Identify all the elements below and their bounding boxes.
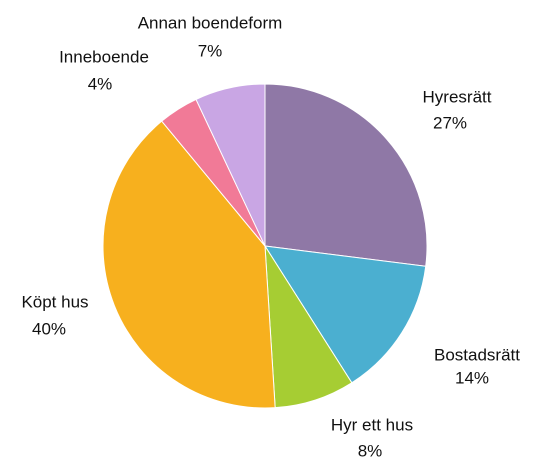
slice-label: Bostadsrätt xyxy=(434,345,520,364)
slice-value-label: 40% xyxy=(32,319,66,338)
slice-label: Inneboende xyxy=(59,47,149,66)
slice-value-label: 7% xyxy=(198,41,223,60)
slice-label: Annan boendeform xyxy=(138,13,283,32)
slice-value-label: 14% xyxy=(455,368,489,387)
slice-label: Hyresrätt xyxy=(423,87,492,106)
slice-value-label: 8% xyxy=(358,441,383,459)
pie-slice xyxy=(195,83,266,247)
slice-label: Hyr ett hus xyxy=(331,415,413,434)
pie-slice xyxy=(264,245,427,384)
pie-slice xyxy=(102,120,276,409)
slice-value-label: 4% xyxy=(88,74,113,93)
slice-value-label: 27% xyxy=(433,113,467,132)
slice-label: Köpt hus xyxy=(21,292,88,311)
pie-slice xyxy=(264,83,428,267)
